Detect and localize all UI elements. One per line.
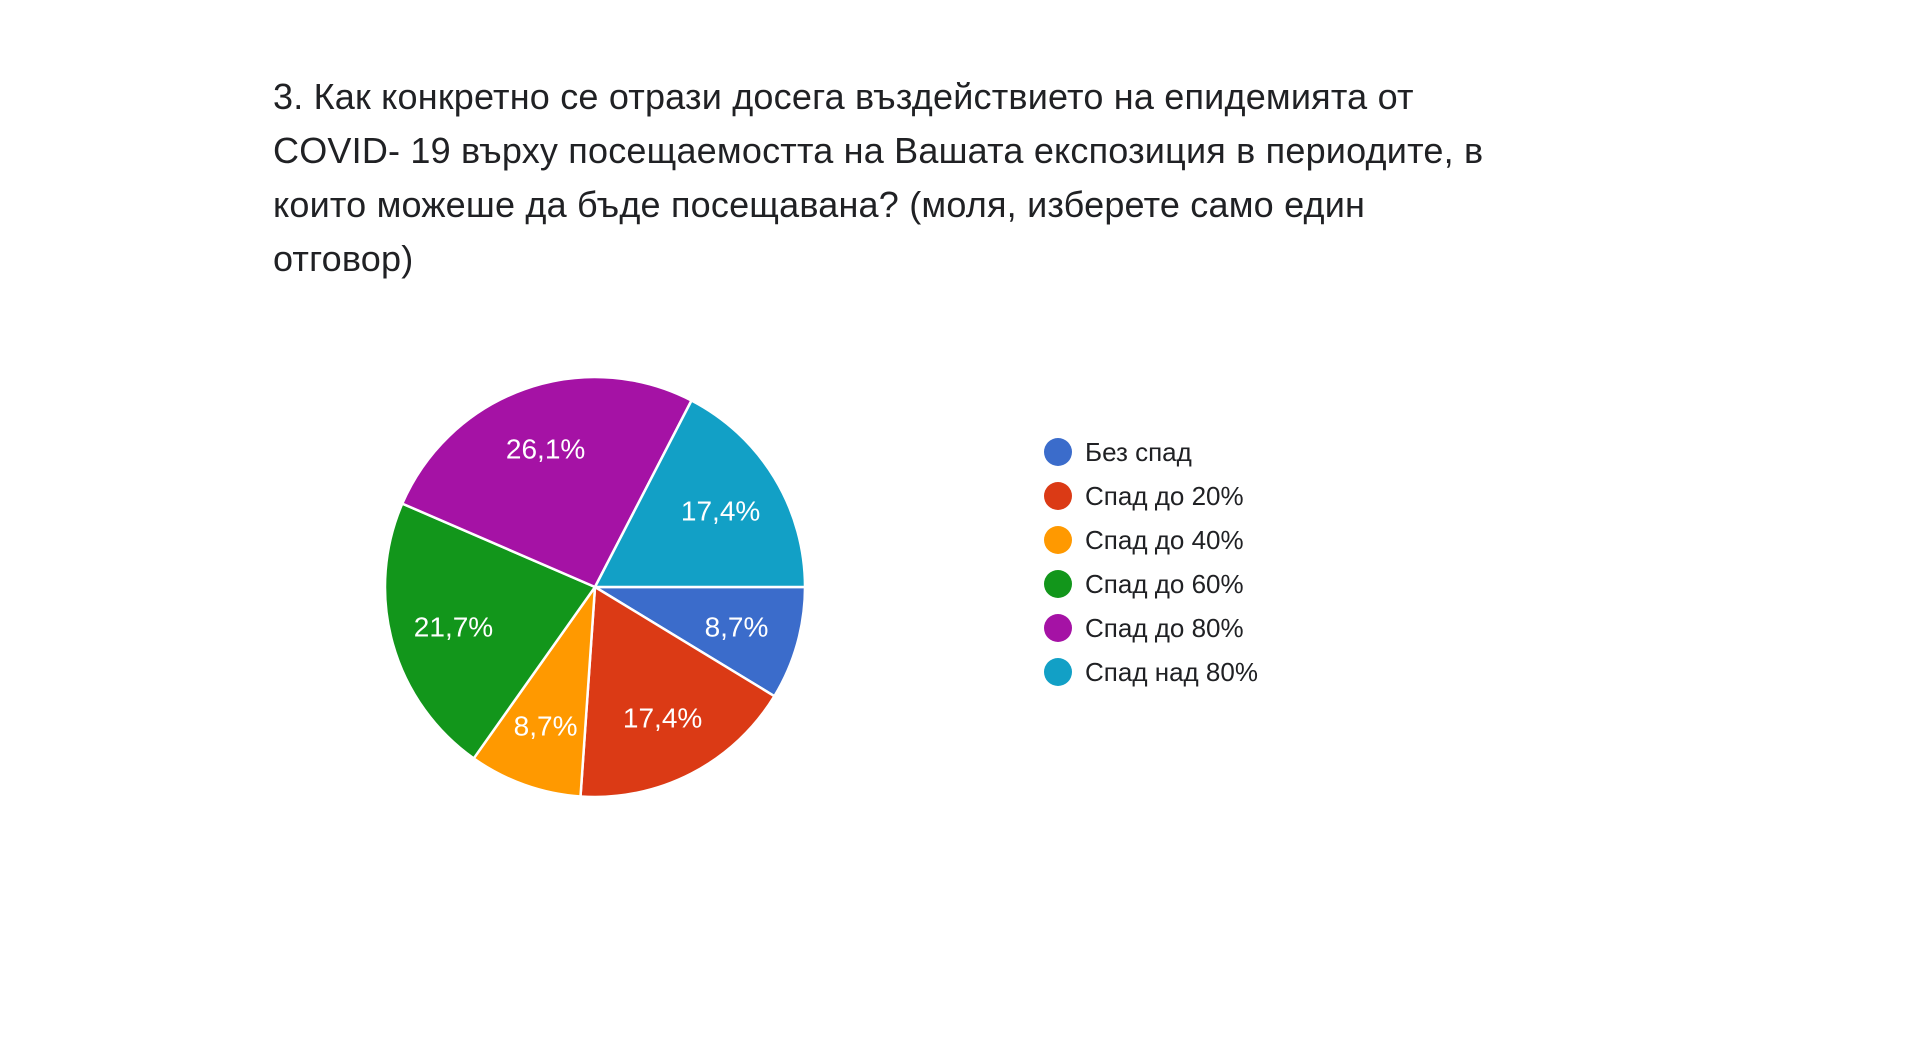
pie-slice-2[interactable] <box>472 585 597 798</box>
legend-item: Спад до 80% <box>1044 606 1258 650</box>
pie-slice-0[interactable] <box>593 585 807 698</box>
question-title-line: отговор) <box>273 238 414 279</box>
legend-label: Без спад <box>1085 436 1192 467</box>
legend-color-dot <box>1044 526 1072 554</box>
legend-color-dot <box>1044 482 1072 510</box>
legend-label: Спад до 80% <box>1085 612 1244 643</box>
question-title-line: 3. Как конкретно се отрази досега въздей… <box>273 76 1414 117</box>
legend-item: Спад над 80% <box>1044 650 1258 694</box>
pie-chart: 8,7% 17,4% 8,7% 21,7% 26,1% 17,4% <box>383 375 807 799</box>
legend-label: Спад до 60% <box>1085 568 1244 599</box>
pie-slice-1[interactable] <box>579 585 776 799</box>
pie-slice-label: 17,4% <box>681 495 760 526</box>
legend-item: Спад до 20% <box>1044 474 1258 518</box>
legend-label: Спад над 80% <box>1085 656 1258 687</box>
legend-color-dot <box>1044 658 1072 686</box>
legend-item: Спад до 40% <box>1044 518 1258 562</box>
question-title-line: COVID- 19 върху посещаемостта на Вашата … <box>273 130 1484 171</box>
pie-slice-label: 8,7% <box>705 612 769 643</box>
legend-color-dot <box>1044 438 1072 466</box>
legend-color-dot <box>1044 614 1072 642</box>
question-title-line: които можеше да бъде посещавана? (моля, … <box>273 184 1366 225</box>
pie-slice-label: 17,4% <box>623 702 702 733</box>
question-title: 3. Как конкретно се отрази досега въздей… <box>273 70 1603 286</box>
pie-slice-label: 26,1% <box>506 433 585 464</box>
legend-color-dot <box>1044 570 1072 598</box>
legend-item: Без спад <box>1044 430 1258 474</box>
legend-item: Спад до 60% <box>1044 562 1258 606</box>
pie-slice-label: 8,7% <box>514 710 578 741</box>
legend-label: Спад до 20% <box>1085 480 1244 511</box>
pie-chart-container: 8,7% 17,4% 8,7% 21,7% 26,1% 17,4% <box>383 375 807 799</box>
pie-slice-5[interactable] <box>593 399 807 589</box>
pie-slice-4[interactable] <box>401 375 693 589</box>
legend-label: Спад до 40% <box>1085 524 1244 555</box>
pie-slice-label: 21,7% <box>414 612 493 643</box>
pie-slice-3[interactable] <box>383 502 597 760</box>
chart-legend: Без спад Спад до 20% Спад до 40% Спад до… <box>1044 430 1258 694</box>
